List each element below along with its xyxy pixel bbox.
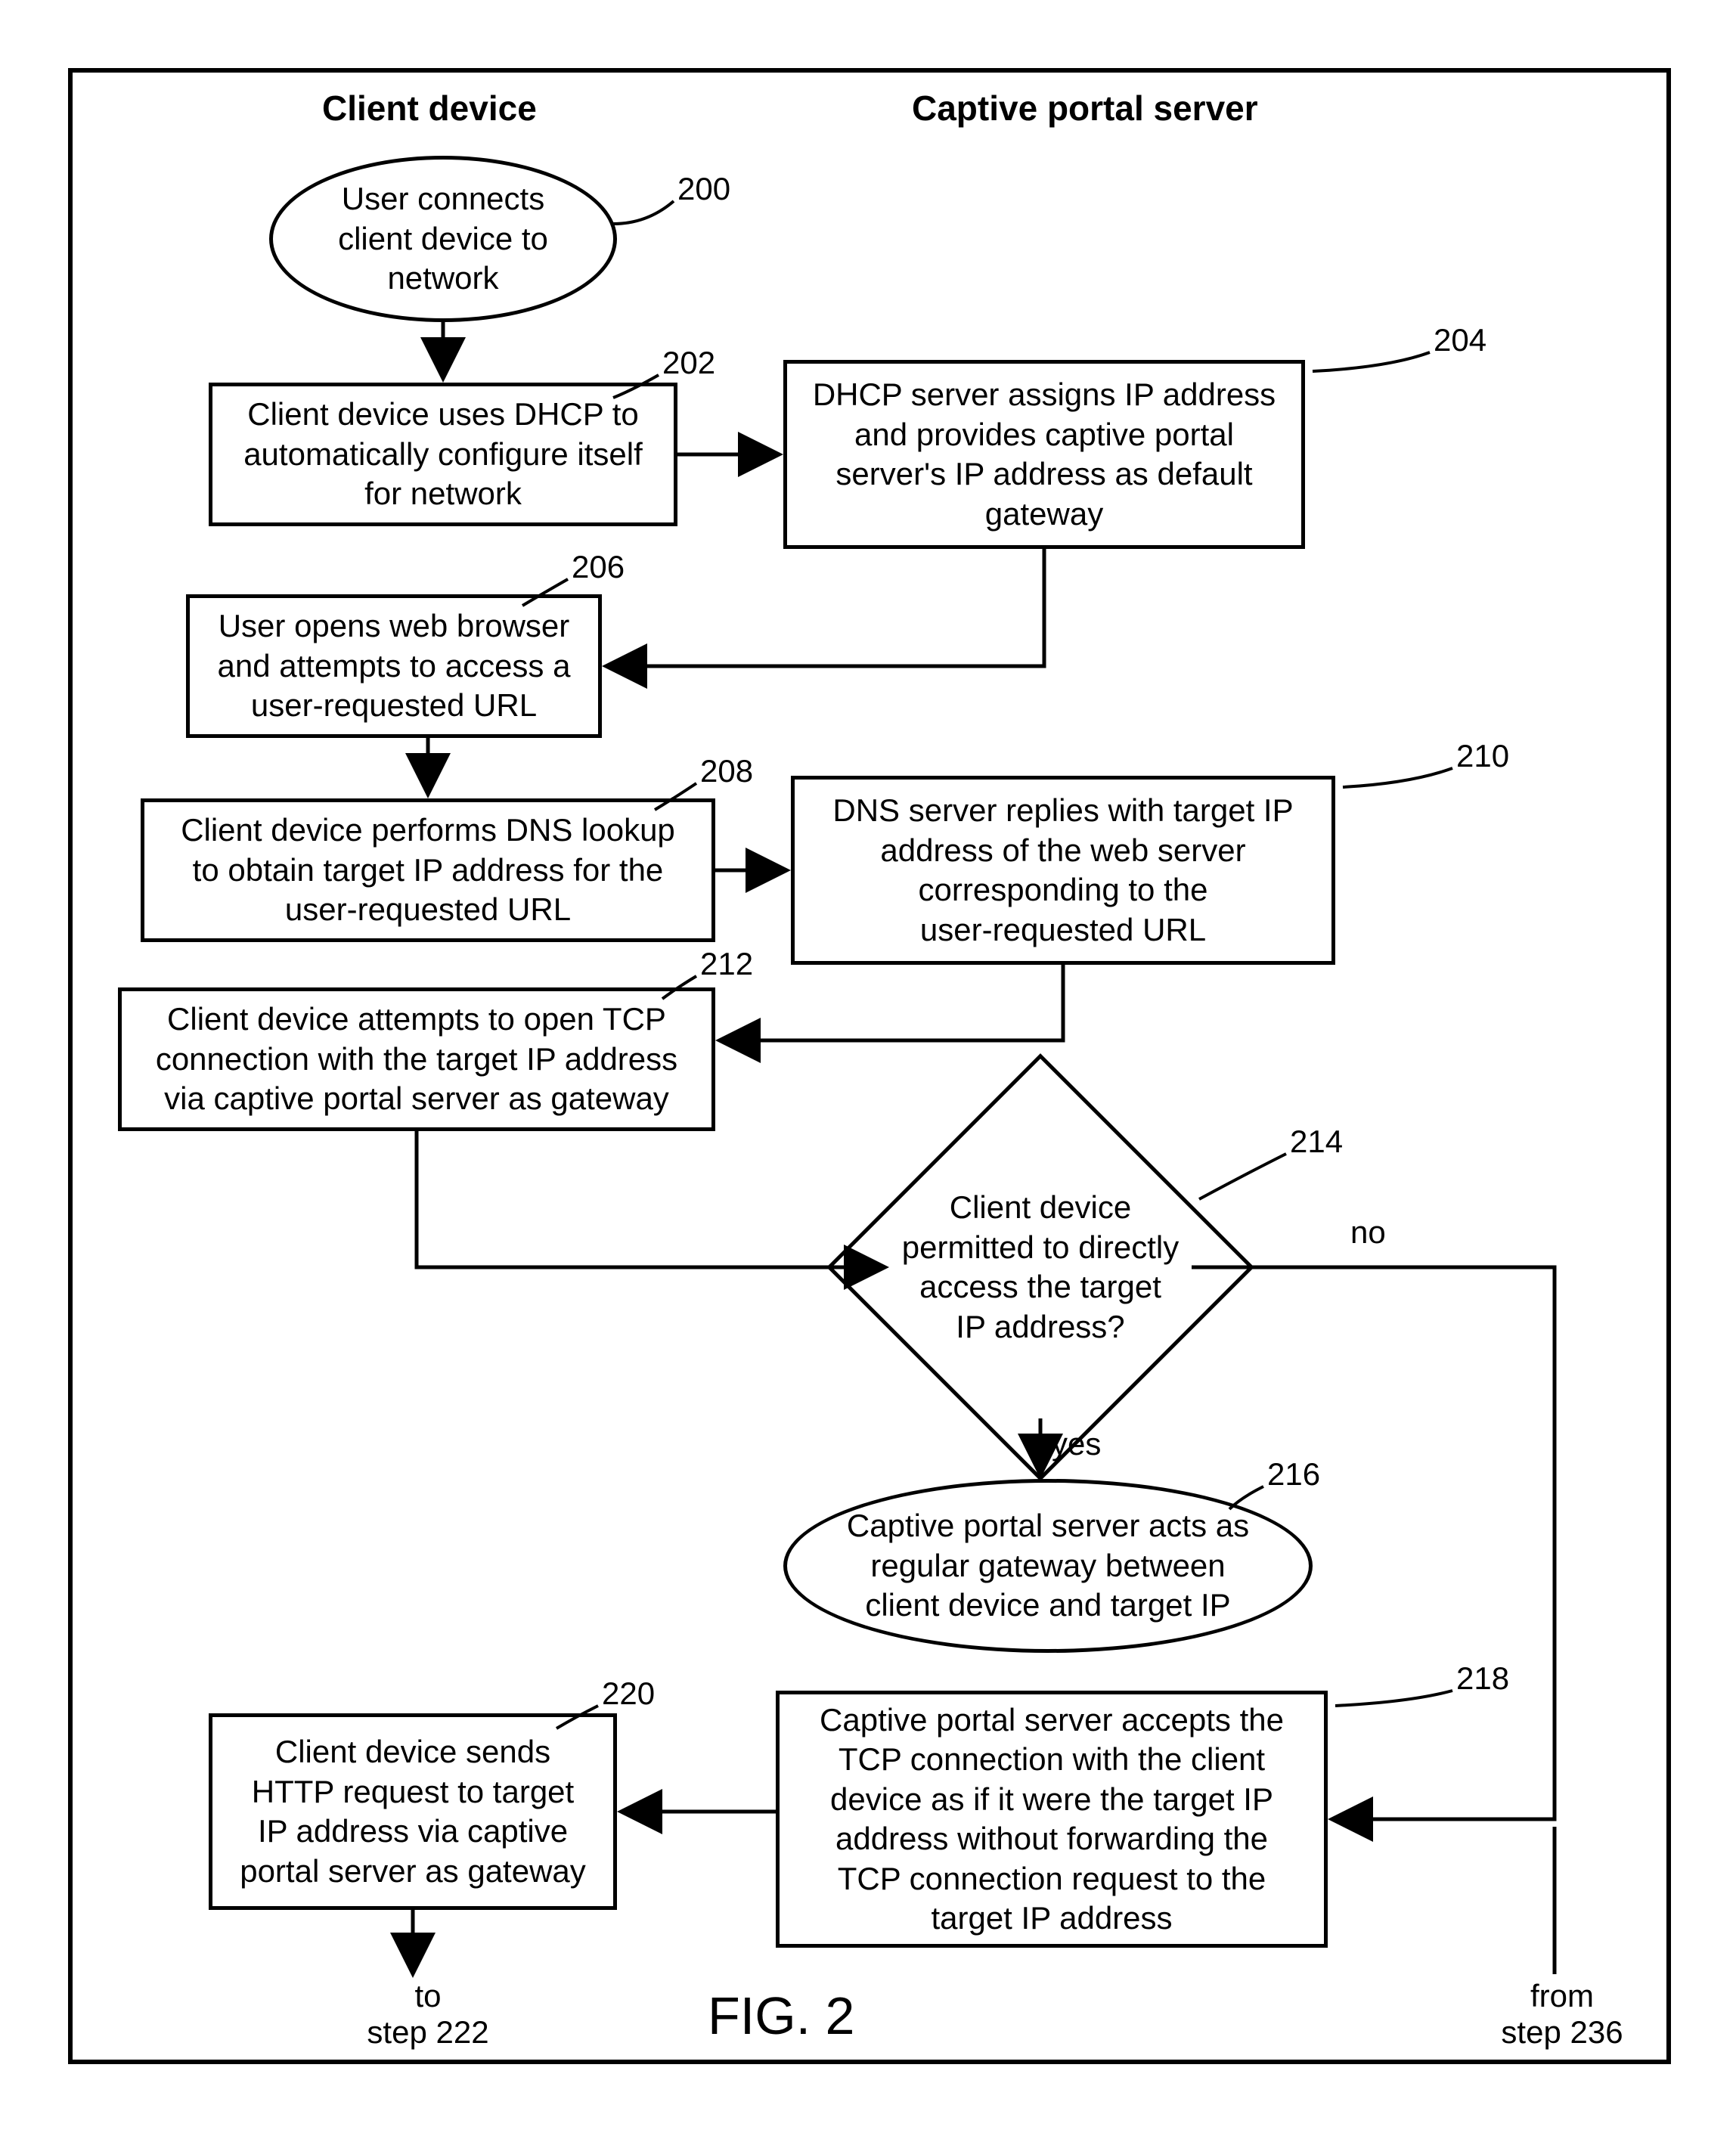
node-212-text: Client device attempts to open TCP conne… bbox=[156, 1000, 677, 1119]
node-208: Client device performs DNS lookup to obt… bbox=[141, 798, 715, 942]
node-210-text: DNS server replies with target IP addres… bbox=[832, 791, 1293, 950]
ref-214: 214 bbox=[1290, 1124, 1343, 1160]
ref-206: 206 bbox=[572, 549, 625, 585]
node-218-text: Captive portal server accepts the TCP co… bbox=[820, 1700, 1284, 1939]
node-208-text: Client device performs DNS lookup to obt… bbox=[181, 811, 675, 930]
col-header-server: Captive portal server bbox=[912, 88, 1258, 129]
node-220-text: Client device sends HTTP request to targ… bbox=[240, 1732, 586, 1891]
ref-212: 212 bbox=[700, 946, 753, 982]
node-220: Client device sends HTTP request to targ… bbox=[209, 1713, 617, 1910]
ref-218: 218 bbox=[1456, 1660, 1509, 1697]
node-212: Client device attempts to open TCP conne… bbox=[118, 987, 715, 1131]
node-204-text: DHCP server assigns IP address and provi… bbox=[813, 375, 1276, 534]
ref-204: 204 bbox=[1434, 322, 1486, 358]
ref-200: 200 bbox=[677, 171, 730, 207]
node-202-text: Client device uses DHCP to automatically… bbox=[243, 395, 643, 514]
ref-202: 202 bbox=[662, 345, 715, 381]
node-206: User opens web browser and attempts to a… bbox=[186, 594, 602, 738]
label-from-236: from step 236 bbox=[1486, 1978, 1638, 2051]
diagram-frame: Client device Captive portal server User… bbox=[68, 68, 1671, 2064]
node-214: Client device permitted to directly acce… bbox=[889, 1116, 1192, 1418]
node-210: DNS server replies with target IP addres… bbox=[791, 776, 1335, 965]
ref-210: 210 bbox=[1456, 738, 1509, 774]
label-no: no bbox=[1350, 1214, 1386, 1251]
node-216-text: Captive portal server acts as regular ga… bbox=[847, 1506, 1249, 1626]
node-214-text: Client device permitted to directly acce… bbox=[902, 1188, 1179, 1347]
node-200-text: User connects client device to network bbox=[338, 179, 548, 299]
node-200: User connects client device to network bbox=[269, 156, 617, 322]
node-202: Client device uses DHCP to automatically… bbox=[209, 383, 677, 526]
ref-208: 208 bbox=[700, 753, 753, 789]
col-header-client: Client device bbox=[322, 88, 537, 129]
node-206-text: User opens web browser and attempts to a… bbox=[218, 606, 571, 726]
node-204: DHCP server assigns IP address and provi… bbox=[783, 360, 1305, 549]
node-218: Captive portal server accepts the TCP co… bbox=[776, 1691, 1328, 1948]
ref-220: 220 bbox=[602, 1676, 655, 1712]
node-216: Captive portal server acts as regular ga… bbox=[783, 1479, 1313, 1653]
label-to-222: to step 222 bbox=[352, 1978, 504, 2051]
ref-216: 216 bbox=[1267, 1456, 1320, 1493]
figure-label: FIG. 2 bbox=[708, 1986, 854, 2046]
label-yes: yes bbox=[1052, 1426, 1101, 1462]
